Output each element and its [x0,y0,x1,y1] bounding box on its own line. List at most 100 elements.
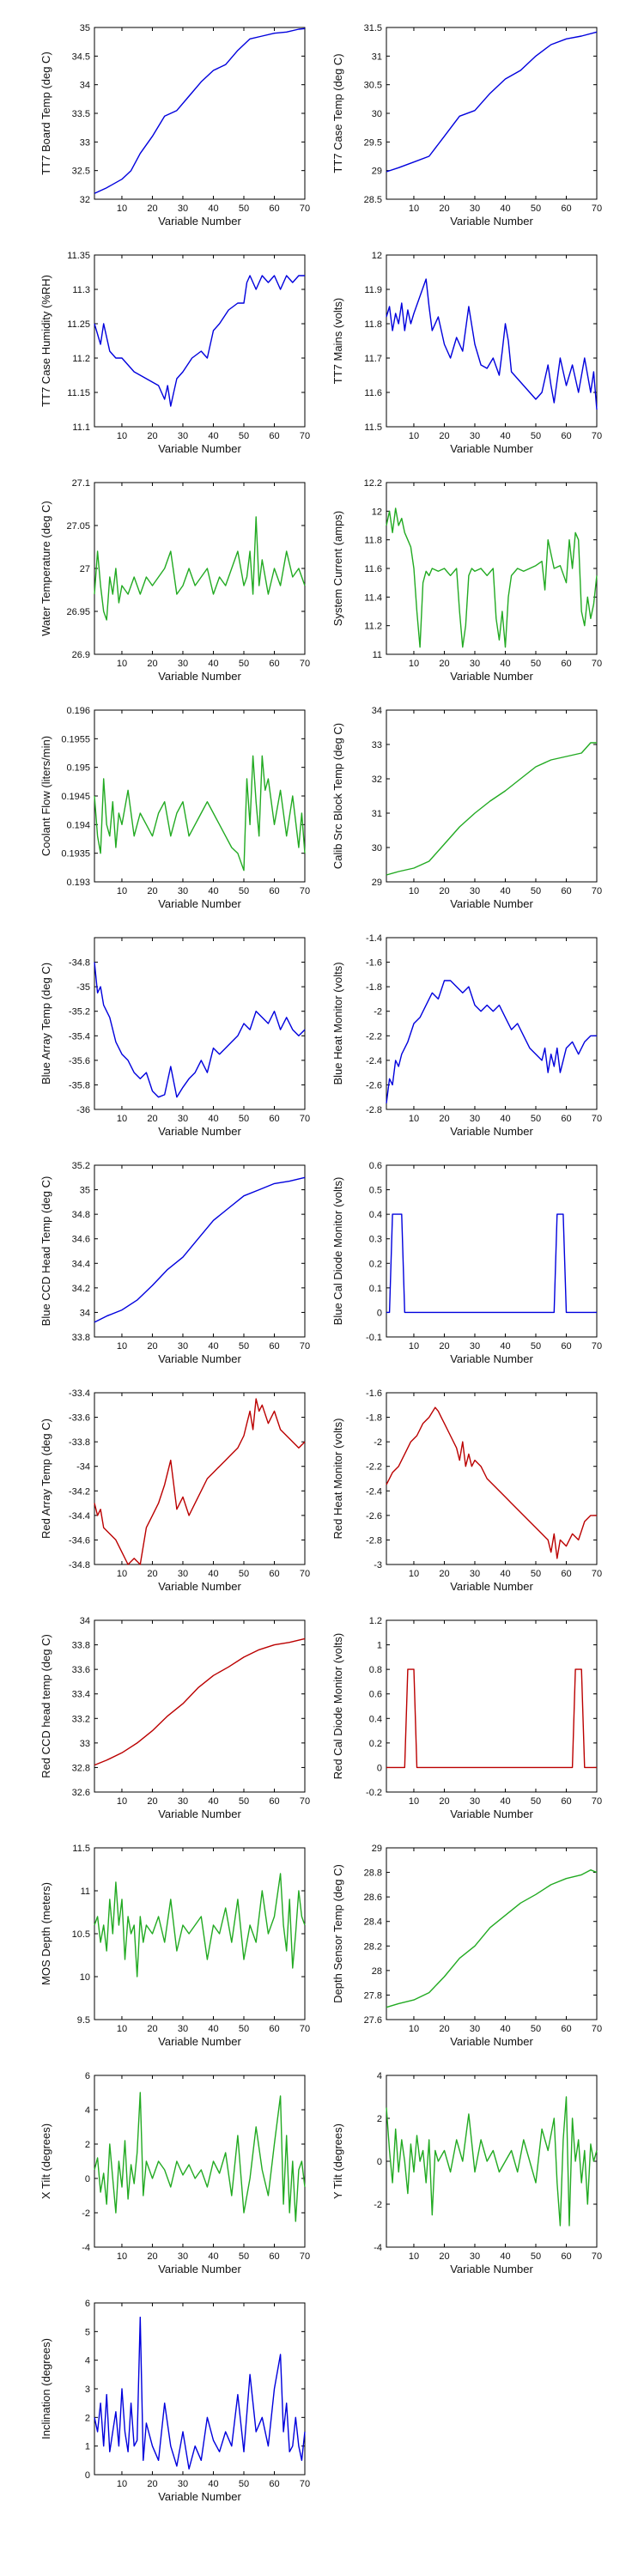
y-axis-label: Red Cal Diode Monitor (volts) [331,1633,344,1780]
y-tick-label: -35.2 [69,1007,90,1018]
y-tick-label: 12 [372,251,382,261]
x-tick-label: 10 [117,1796,127,1807]
y-tick-label: 33.6 [72,1665,90,1675]
x-tick-label: 40 [208,886,218,896]
x-tick-label: 60 [561,2251,571,2262]
chart-panel: 10 20 30 40 50 60 70 32 32.5 33 33.5 34 34.5 35 Variab… [39,23,310,228]
y-axis-label: Red CCD head temp (deg C) [39,1634,52,1778]
y-tick-label: -1.6 [366,1388,382,1399]
x-axis-label: Variable Number [450,2035,533,2048]
y-tick-label: 26.95 [66,607,90,617]
y-tick-label: 0.194 [66,820,90,830]
y-tick-label: 11.3 [72,285,90,295]
x-tick-label: 10 [409,2251,419,2262]
y-tick-label: -2.4 [366,1056,382,1066]
x-tick-label: 20 [147,2251,157,2262]
y-tick-label: 11.4 [364,592,382,603]
y-tick-label: 0.6 [369,1161,382,1171]
x-tick-label: 30 [178,886,188,896]
series-line [386,980,597,1103]
x-tick-label: 50 [239,1341,249,1352]
y-tick-label: 28 [372,1966,382,1977]
x-tick-label: 10 [117,204,127,214]
x-axis-label: Variable Number [450,897,533,910]
y-tick-label: 28.2 [364,1941,382,1952]
y-tick-label: 11.6 [364,388,382,398]
y-axis-label: Y Tilt (degrees) [331,2123,344,2199]
y-tick-label: 4 [85,2356,90,2366]
x-tick-label: 10 [117,886,127,896]
y-tick-label: 35.2 [72,1161,90,1171]
x-tick-label: 40 [500,1569,510,1579]
x-tick-label: 20 [147,1796,157,1807]
x-tick-label: 70 [300,2479,310,2489]
x-tick-label: 40 [500,1796,510,1807]
y-tick-label: 11.8 [364,319,382,330]
y-tick-label: 4 [85,2105,90,2116]
y-tick-label: 33 [80,137,90,148]
y-tick-label: 33.4 [72,1690,90,1700]
chart-panel: 10 20 30 40 50 60 70 -0.2 0 0.2 0.4 0.6 0.8 1 1.2 Varia… [331,1616,602,1820]
y-tick-label: 27.6 [364,2015,382,2026]
chart-panel: 10 20 30 40 50 60 70 -36 -35.8 -35.6 -35.4 -35.2 -35… [39,937,310,1138]
series-line [94,27,306,194]
y-tick-label: 6 [85,2299,90,2309]
y-tick-label: 30 [372,109,382,119]
x-tick-label: 70 [300,2024,310,2034]
y-tick-label: 0.195 [66,763,90,774]
y-tick-label: -0.2 [366,1788,382,1798]
series-line [386,278,598,410]
y-tick-label: 29.5 [364,137,382,148]
x-tick-label: 20 [439,2251,449,2262]
x-tick-label: 20 [439,1569,449,1579]
x-tick-label: 30 [470,204,480,214]
x-tick-label: 60 [561,886,571,896]
x-tick-label: 20 [147,1114,157,1124]
y-tick-label: 0 [85,2174,90,2184]
x-tick-label: 50 [239,659,249,669]
y-tick-label: 11.1 [72,422,90,433]
x-tick-label: 10 [409,431,419,441]
plot-frame [386,1164,598,1338]
y-tick-label: 34 [372,706,382,716]
chart-panel: 10 20 30 40 50 60 70 32.6 32.8 33 33.2 33.4 33.6 33.8… [39,1616,310,1820]
y-tick-label: -3 [374,1560,382,1571]
x-tick-label: 40 [208,2024,218,2034]
y-tick-label: -35.4 [69,1031,90,1042]
x-tick-label: 30 [470,2024,480,2034]
y-tick-label: -34.4 [69,1511,90,1522]
x-tick-label: 50 [531,886,541,896]
y-axis-label: Inclination (degrees) [39,2338,52,2439]
y-tick-label: 30 [372,843,382,854]
chart-panel: 10 20 30 40 50 60 70 0 1 2 3 4 5 6 Variable Number Incl… [39,2299,310,2503]
x-tick-label: 30 [178,2251,188,2262]
plot-frame [94,2075,306,2248]
y-tick-label: 27 [80,564,90,574]
x-tick-label: 10 [117,1569,127,1579]
x-tick-label: 60 [269,431,279,441]
y-tick-label: -1.6 [366,958,382,969]
y-tick-label: 11.5 [72,1844,90,1854]
chart-panel: 10 20 30 40 50 60 70 0.193 0.1935 0.194 0.1945 0.19… [39,706,310,910]
x-tick-label: 40 [500,204,510,214]
plot-frame [94,254,306,428]
x-tick-label: 70 [592,2251,602,2262]
y-tick-label: -35 [76,982,90,993]
plot-frame [94,27,306,200]
x-tick-label: 50 [239,1114,249,1124]
y-axis-label: TT7 Case Temp (deg C) [331,53,344,173]
y-tick-label: 30.5 [364,81,382,91]
y-tick-label: 29 [372,167,382,177]
plot-frame [386,2075,598,2248]
x-tick-label: 40 [500,2024,510,2034]
y-axis-label: TT7 Case Humidity (%RH) [39,275,52,407]
x-axis-label: Variable Number [158,2035,241,2048]
x-tick-label: 10 [117,2479,127,2489]
y-tick-label: 31 [372,809,382,819]
y-tick-label: 2 [85,2413,90,2423]
x-tick-label: 10 [117,1341,127,1352]
y-tick-label: 0.196 [66,706,90,716]
x-axis-label: Variable Number [158,1580,241,1593]
x-tick-label: 30 [470,1341,480,1352]
x-tick-label: 60 [561,1341,571,1352]
